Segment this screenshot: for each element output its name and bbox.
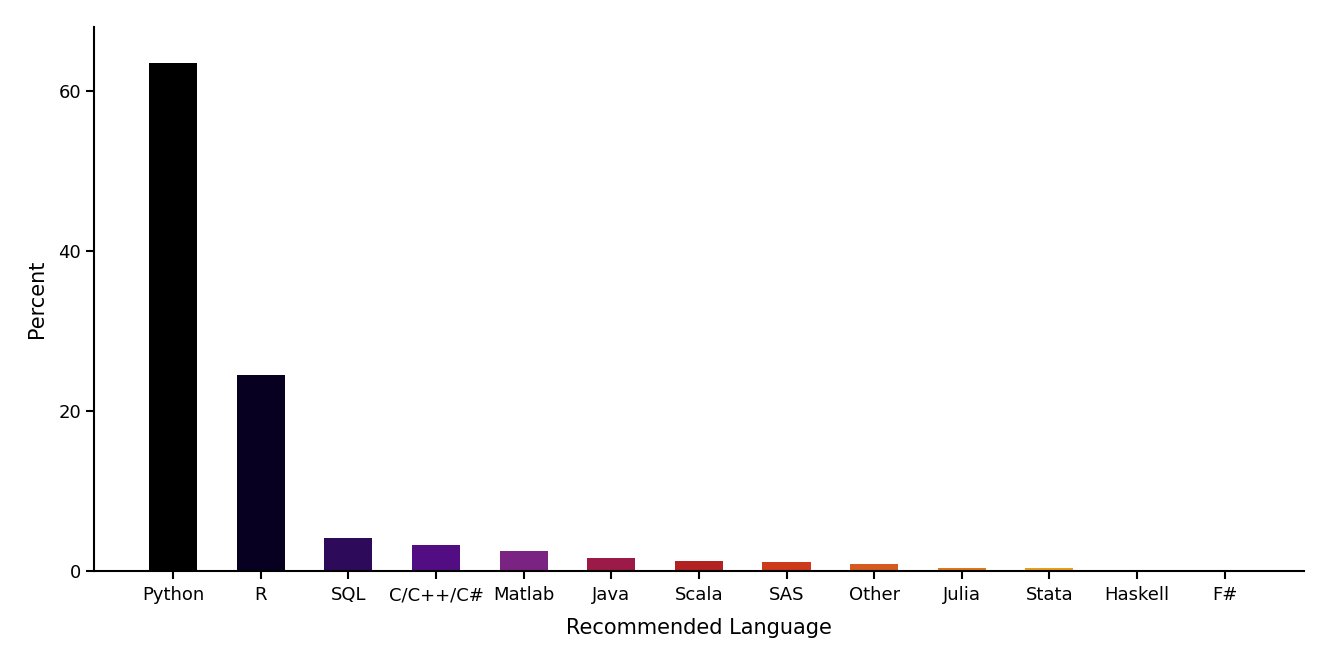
Bar xyxy=(587,558,636,571)
Bar xyxy=(938,568,986,571)
Bar xyxy=(675,561,723,571)
Bar xyxy=(849,564,898,571)
X-axis label: Recommended Language: Recommended Language xyxy=(566,618,832,638)
Bar xyxy=(500,551,548,571)
Bar xyxy=(1113,570,1161,571)
Y-axis label: Percent: Percent xyxy=(27,260,47,338)
Bar xyxy=(1025,569,1074,571)
Bar xyxy=(149,63,198,571)
Bar xyxy=(411,545,460,571)
Bar xyxy=(237,375,285,571)
Bar xyxy=(324,538,372,571)
Bar xyxy=(762,562,810,571)
